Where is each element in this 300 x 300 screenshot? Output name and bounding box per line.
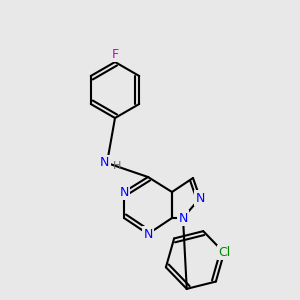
Text: H: H: [113, 161, 122, 171]
Text: N: N: [119, 185, 129, 199]
Text: N: N: [178, 212, 188, 224]
Text: F: F: [111, 48, 118, 61]
Text: N: N: [143, 227, 153, 241]
Text: N: N: [100, 157, 109, 169]
Text: Cl: Cl: [218, 246, 230, 259]
Text: N: N: [195, 191, 205, 205]
